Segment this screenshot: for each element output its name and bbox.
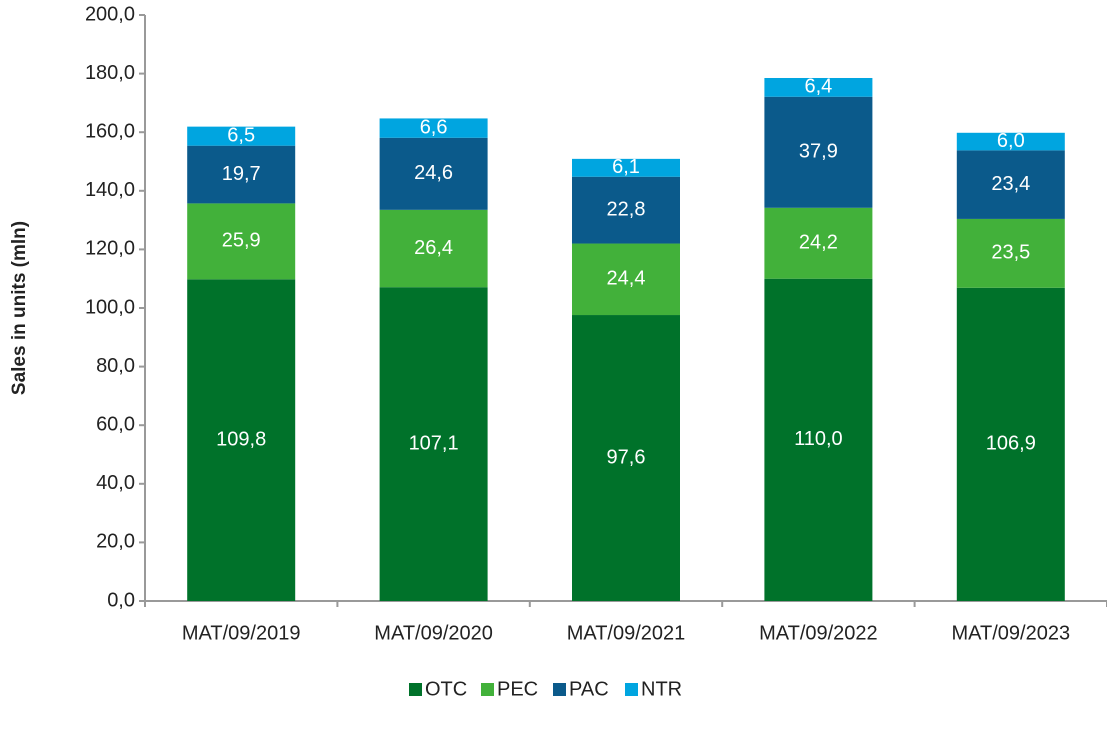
bar-segment [572, 315, 680, 601]
data-label: 24,4 [607, 268, 646, 290]
bar-segment [187, 279, 296, 601]
y-tick-label: 180,0 [85, 62, 135, 84]
y-tick-label: 40,0 [96, 472, 135, 494]
bar-segment [572, 243, 680, 316]
x-tick-label: MAT/09/2023 [952, 622, 1071, 644]
x-tick-label: MAT/09/2020 [374, 622, 493, 644]
data-label: 23,4 [991, 173, 1030, 195]
bar-segment [187, 126, 296, 146]
data-label: 22,8 [607, 198, 646, 220]
bar-segment [187, 145, 296, 204]
y-tick-label: 20,0 [96, 531, 135, 553]
x-tick-label: MAT/09/2022 [759, 622, 878, 644]
bar-segment [764, 207, 873, 279]
data-label: 6,5 [227, 124, 255, 146]
legend-label: PEC [497, 678, 538, 700]
data-label: 109,8 [216, 428, 266, 450]
legend-swatch [625, 683, 638, 696]
bar-segment [764, 77, 873, 97]
data-label: 24,2 [799, 232, 838, 254]
data-label: 6,6 [420, 116, 448, 138]
data-label: 25,9 [222, 230, 261, 252]
legend-label: OTC [425, 678, 467, 700]
data-label: 107,1 [409, 432, 459, 454]
data-label: 24,6 [414, 162, 453, 184]
data-label: 6,1 [612, 156, 640, 178]
bar-segment [379, 209, 488, 288]
bar-segment [379, 137, 488, 210]
bar-segment [956, 287, 1065, 601]
data-label: 106,9 [986, 433, 1036, 455]
legend-swatch [481, 683, 494, 696]
data-label: 23,5 [991, 242, 1030, 264]
bar-segment [572, 176, 680, 244]
data-label: 26,4 [414, 237, 453, 259]
y-tick-label: 200,0 [85, 3, 135, 25]
bar-segment [956, 218, 1065, 288]
y-tick-label: 120,0 [85, 238, 135, 260]
y-tick-label: 140,0 [85, 179, 135, 201]
bar-segment [956, 150, 1065, 219]
legend-swatch [553, 683, 566, 696]
data-label: 110,0 [794, 428, 843, 450]
legend-label: NTR [641, 678, 682, 700]
bar-segment [187, 203, 296, 280]
bar-segment [764, 278, 873, 601]
bar-segment [764, 96, 873, 208]
data-label: 37,9 [799, 141, 838, 163]
y-tick-label: 60,0 [96, 413, 135, 435]
data-label: 6,4 [804, 76, 832, 98]
legend-label: PAC [569, 678, 609, 700]
data-label: 6,0 [997, 130, 1025, 152]
y-tick-label: 0,0 [107, 589, 135, 611]
data-label: 97,6 [607, 446, 646, 468]
bar-segment [572, 158, 680, 177]
y-tick-label: 160,0 [85, 120, 135, 142]
y-tick-label: 100,0 [85, 296, 135, 318]
data-label: 19,7 [222, 163, 261, 185]
y-tick-label: 80,0 [96, 355, 135, 377]
bar-segment [956, 132, 1065, 151]
y-axis-label: Sales in units (mln) [9, 221, 30, 395]
bar-segment [379, 118, 488, 138]
legend-swatch [409, 683, 422, 696]
bar-segment [379, 287, 488, 601]
x-tick-label: MAT/09/2021 [567, 622, 686, 644]
x-tick-label: MAT/09/2019 [182, 622, 301, 644]
